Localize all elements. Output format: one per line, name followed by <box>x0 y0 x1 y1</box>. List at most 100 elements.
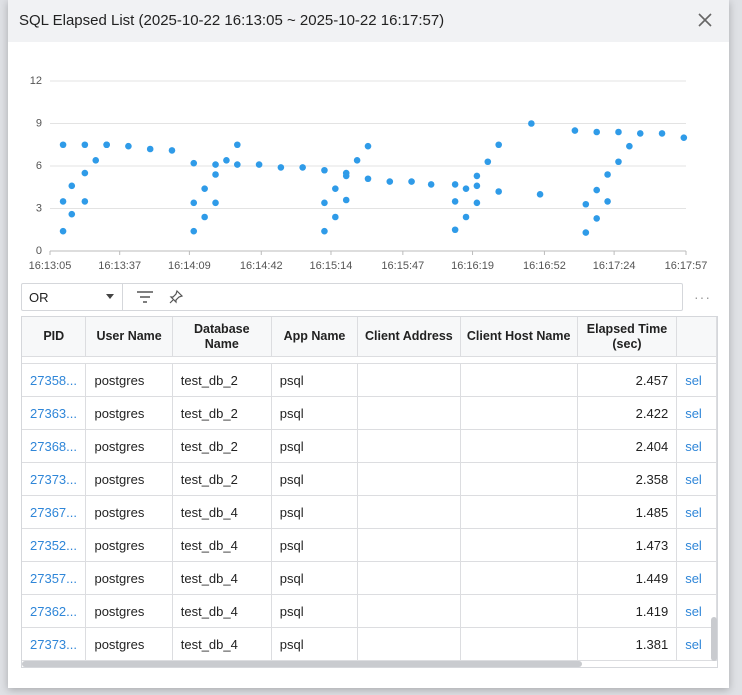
link-cell[interactable]: sel <box>677 397 717 430</box>
user-cell: postgres <box>86 430 172 463</box>
close-button[interactable] <box>695 10 715 30</box>
table-row: 27367...postgrestest_db_4psql1.485sel <box>22 496 717 529</box>
data-point <box>299 164 306 171</box>
data-point <box>484 158 491 165</box>
y-tick-label: 0 <box>36 245 42 257</box>
user-cell: postgres <box>86 364 172 397</box>
link-cell[interactable]: sel <box>677 496 717 529</box>
link-cell[interactable]: sel <box>677 364 717 397</box>
data-point <box>68 183 75 190</box>
database-cell: test_db_2 <box>172 430 271 463</box>
pid-cell[interactable]: 27352... <box>22 529 86 562</box>
data-point <box>604 198 611 205</box>
database-cell: test_db_4 <box>172 529 271 562</box>
vertical-scrollbar[interactable] <box>711 617 717 661</box>
pid-cell[interactable]: 27362... <box>22 595 86 628</box>
pid-cell[interactable]: 27368... <box>22 430 86 463</box>
app-cell: psql <box>271 529 357 562</box>
modal-title: SQL Elapsed List (2025-10-22 16:13:05 ~ … <box>19 12 444 29</box>
more-button[interactable]: ··· <box>694 289 711 305</box>
data-point <box>332 185 339 192</box>
app-cell: psql <box>271 463 357 496</box>
data-point <box>386 178 393 185</box>
database-cell: test_db_4 <box>172 496 271 529</box>
column-header: Client Host Name <box>460 317 577 357</box>
table-row: 27373...postgrestest_db_4psql1.381sel <box>22 628 717 661</box>
user-cell: postgres <box>86 463 172 496</box>
pid-cell[interactable]: 27358... <box>22 364 86 397</box>
x-tick-label: 16:17:57 <box>665 260 708 272</box>
x-tick-label: 16:16:52 <box>523 260 566 272</box>
client-host-cell <box>460 628 577 661</box>
x-tick-label: 16:13:05 <box>29 260 72 272</box>
app-cell: psql <box>271 595 357 628</box>
data-point <box>60 198 67 205</box>
pid-cell[interactable]: 27373... <box>22 628 86 661</box>
link-cell[interactable]: sel <box>677 562 717 595</box>
user-cell: postgres <box>86 562 172 595</box>
data-point <box>583 229 590 236</box>
data-point <box>452 181 459 188</box>
table-row: 27352...postgrestest_db_4psql1.473sel <box>22 529 717 562</box>
user-cell: postgres <box>86 496 172 529</box>
table-row: 27368...postgrestest_db_2psql2.404sel <box>22 430 717 463</box>
data-point <box>537 191 544 198</box>
user-cell: postgres <box>86 628 172 661</box>
pid-cell[interactable]: 27373... <box>22 463 86 496</box>
data-point <box>593 215 600 222</box>
data-point <box>572 127 579 134</box>
client-address-cell <box>358 595 460 628</box>
data-point <box>321 200 328 207</box>
data-point <box>321 228 328 235</box>
pid-cell[interactable]: 27357... <box>22 562 86 595</box>
elapsed-cell: 2.457 <box>577 364 676 397</box>
data-point <box>615 158 622 165</box>
pid-cell[interactable]: 27367... <box>22 496 86 529</box>
data-point <box>201 214 208 221</box>
data-point <box>365 143 372 150</box>
column-header: User Name <box>86 317 172 357</box>
data-point <box>463 214 470 221</box>
data-point <box>343 197 350 204</box>
elapsed-cell: 1.419 <box>577 595 676 628</box>
data-point <box>169 147 176 154</box>
user-cell: postgres <box>86 397 172 430</box>
column-header: App Name <box>271 317 357 357</box>
filter-select[interactable]: OR <box>22 284 123 310</box>
data-point <box>82 198 89 205</box>
data-point <box>223 157 230 164</box>
data-point <box>92 157 99 164</box>
link-cell[interactable]: sel <box>677 529 717 562</box>
app-cell: psql <box>271 628 357 661</box>
pin-icon[interactable] <box>168 289 184 305</box>
pid-cell[interactable]: 27363... <box>22 397 86 430</box>
header-row: PIDUser NameDatabase NameApp NameClient … <box>22 317 717 357</box>
elapsed-cell: 2.422 <box>577 397 676 430</box>
filter-icon[interactable] <box>136 289 154 305</box>
table-row: 27358...postgrestest_db_2psql2.457sel <box>22 364 717 397</box>
data-point <box>103 141 110 148</box>
database-cell: test_db_4 <box>172 628 271 661</box>
link-cell[interactable]: sel <box>677 430 717 463</box>
data-point <box>463 185 470 192</box>
link-cell[interactable]: sel <box>677 463 717 496</box>
x-tick-label: 16:14:42 <box>240 260 283 272</box>
x-tick-label: 16:15:47 <box>381 260 424 272</box>
x-tick-label: 16:14:09 <box>168 260 211 272</box>
data-point <box>60 228 67 235</box>
data-point <box>68 211 75 218</box>
client-address-cell <box>358 496 460 529</box>
column-header: Client Address <box>358 317 460 357</box>
app-cell: psql <box>271 364 357 397</box>
app-cell: psql <box>271 430 357 463</box>
data-point <box>474 183 481 190</box>
data-point <box>583 201 590 208</box>
client-address-cell <box>358 430 460 463</box>
data-point <box>212 200 219 207</box>
database-cell: test_db_4 <box>172 562 271 595</box>
user-cell: postgres <box>86 595 172 628</box>
client-address-cell <box>358 562 460 595</box>
horizontal-scrollbar[interactable] <box>22 661 582 667</box>
data-point <box>60 141 67 148</box>
elapsed-cell: 1.381 <box>577 628 676 661</box>
